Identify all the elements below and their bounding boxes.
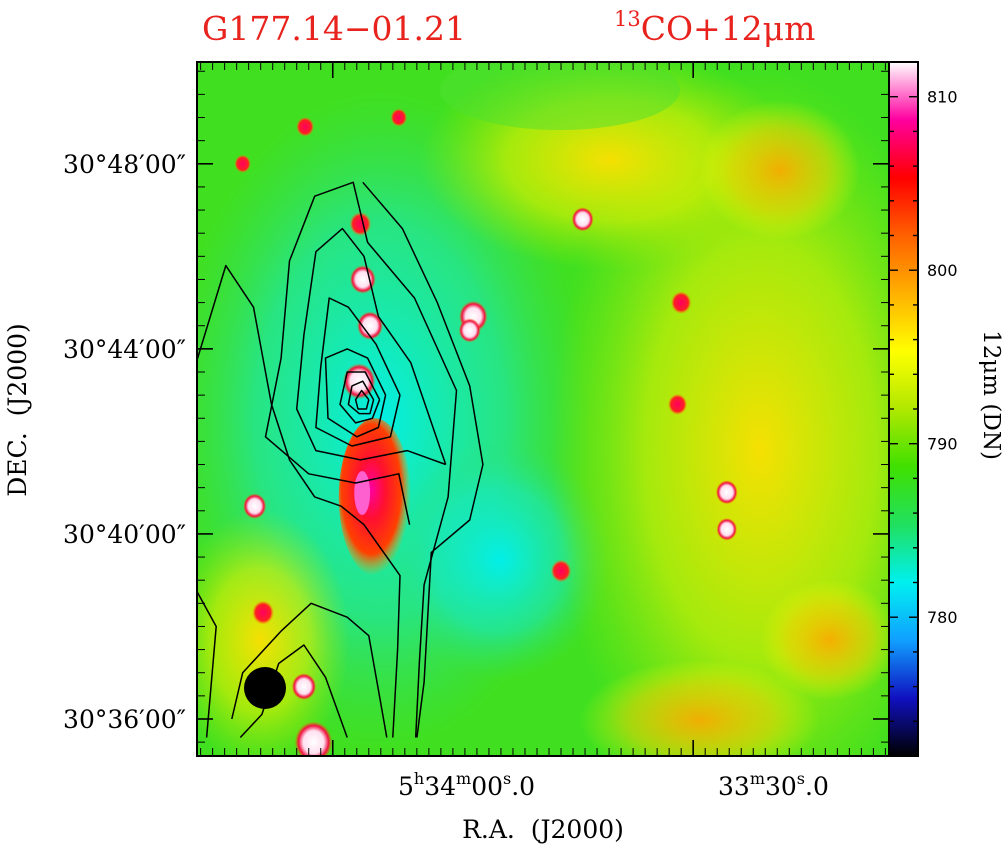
major-ticks	[197, 62, 889, 756]
title-superscript: 13	[614, 7, 641, 31]
contour-level-7-9	[347, 380, 375, 415]
colorbar-ticks	[889, 61, 918, 757]
point-source-19	[234, 154, 251, 173]
point-source-8	[243, 493, 267, 519]
image-panel	[144, 62, 889, 756]
colorbar-tick-label-2: 790	[927, 435, 958, 454]
background-green-region	[440, 62, 680, 130]
colorbar-tick-label-1: 800	[927, 261, 958, 280]
x-tick-label-0: 5h34m00s.0	[398, 769, 535, 801]
background-orange-region-3	[760, 580, 889, 700]
contour-level-8-10	[354, 389, 370, 410]
point-source-1	[357, 311, 383, 340]
point-source-7	[294, 721, 333, 756]
chart-title-left: G177.14−01.21	[202, 9, 466, 48]
point-source-5	[252, 600, 275, 625]
contour-level-5-7	[324, 348, 387, 438]
colorbar-tick-label-3: 780	[927, 608, 958, 627]
y-tick-labels: 30°48′00″ 30°44′00″ 30°40′00″ 30°36′00″	[63, 150, 186, 734]
contour-level-1-1	[197, 264, 401, 738]
y-tick-label-0: 30°48′00″	[63, 150, 186, 179]
chart-title-right: 13CO+12μm	[614, 7, 815, 48]
contour-level-2-2	[264, 181, 458, 738]
point-source-17	[296, 116, 315, 137]
point-source-2	[349, 265, 376, 294]
point-source-9	[349, 211, 372, 236]
extended-source-peak	[354, 470, 371, 515]
contour-level-4-6	[315, 297, 401, 447]
beam-marker	[244, 667, 286, 709]
x-tick-label-1: 33m30s.0	[718, 769, 829, 801]
colorbar-tick-labels: 810 800 790 780	[927, 88, 958, 628]
point-source-10	[571, 207, 594, 232]
contour-level-3-3	[231, 602, 388, 738]
point-source-18	[390, 108, 408, 127]
minor-ticks	[197, 62, 889, 756]
background-orange-region	[700, 100, 860, 240]
contour-level-3-4	[239, 644, 348, 739]
y-tick-label-3: 30°36′00″	[63, 705, 186, 734]
contour-level-3-5	[295, 227, 447, 466]
contour-level-6-8	[339, 371, 381, 424]
contour-level-1-0	[362, 181, 484, 738]
title-right-text: CO+12μm	[641, 9, 816, 48]
point-source-16	[670, 291, 692, 314]
contour-layer	[197, 181, 484, 739]
y-tick-label-2: 30°40′00″	[63, 520, 186, 549]
x-axis-label: R.A. (J2000)	[462, 815, 624, 844]
extended-source-layer	[338, 418, 411, 576]
point-source-layer	[144, 108, 738, 756]
background-orange-region-2	[580, 660, 820, 756]
point-source-12	[550, 559, 572, 583]
point-source-13	[715, 480, 738, 505]
y-tick-label-1: 30°44′00″	[63, 335, 186, 364]
point-source-15	[667, 393, 688, 415]
point-source-11	[458, 318, 481, 343]
extended-source	[338, 418, 411, 576]
colorbar-tick-label-0: 810	[927, 88, 958, 107]
point-source-4	[144, 482, 171, 512]
point-source-6	[291, 673, 317, 701]
y-axis-label: DEC. (J2000)	[3, 323, 32, 497]
colorbar-label: 12μm (DN)	[978, 330, 1003, 460]
point-source-14	[716, 517, 738, 541]
